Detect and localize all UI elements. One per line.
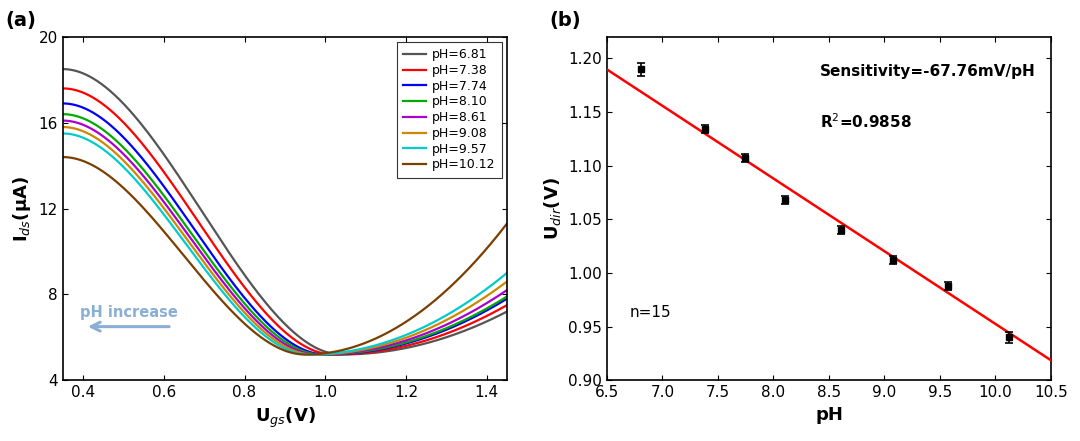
Y-axis label: U$_{dir}$(V): U$_{dir}$(V) [542, 177, 563, 240]
pH=6.81 [201, 217, 214, 223]
pH=8.10 [314, 352, 327, 357]
Line: pH=7.38: pH=7.38 [63, 88, 507, 355]
X-axis label: pH: pH [815, 406, 842, 424]
pH=9.08 [378, 342, 391, 347]
pH=8.10 [500, 294, 513, 299]
pH=9.08 [110, 151, 123, 157]
pH=7.38 [110, 113, 123, 118]
pH=8.61 [232, 299, 245, 304]
pH=7.38 [378, 348, 391, 353]
pH=9.57 [232, 308, 245, 313]
pH=7.74 [337, 351, 350, 357]
pH=10.12 [56, 154, 69, 160]
Text: (b): (b) [550, 11, 581, 30]
pH=10.12 [299, 352, 312, 357]
pH=10.12 [232, 315, 245, 321]
pH=6.81 [500, 309, 513, 314]
pH=6.81 [110, 94, 123, 99]
Line: pH=9.57: pH=9.57 [63, 134, 507, 355]
Line: pH=10.12: pH=10.12 [63, 157, 507, 355]
pH=9.08 [232, 303, 245, 309]
pH=7.38 [337, 352, 350, 357]
pH=9.08 [307, 352, 320, 357]
pH=8.10 [337, 351, 350, 356]
Text: (a): (a) [5, 11, 36, 30]
Legend: pH=6.81, pH=7.38, pH=7.74, pH=8.10, pH=8.61, pH=9.08, pH=9.57, pH=10.12: pH=6.81, pH=7.38, pH=7.74, pH=8.10, pH=8… [397, 42, 502, 178]
Text: pH increase: pH increase [80, 305, 177, 320]
pH=9.57 [380, 339, 393, 344]
pH=9.08 [56, 124, 69, 130]
pH=7.74 [232, 288, 245, 293]
pH=8.10 [201, 253, 214, 258]
pH=9.57 [110, 157, 123, 163]
Line: pH=6.81: pH=6.81 [63, 69, 507, 355]
Text: Sensitivity=-67.76mV/pH: Sensitivity=-67.76mV/pH [820, 64, 1036, 79]
pH=6.81 [56, 67, 69, 72]
pH=6.81 [232, 264, 245, 269]
pH=10.12 [201, 282, 214, 287]
pH=7.38 [327, 352, 340, 357]
pH=7.38 [500, 303, 513, 308]
pH=9.08 [201, 265, 214, 270]
pH=8.10 [232, 294, 245, 299]
pH=9.08 [380, 341, 393, 347]
Text: R$^{2}$=0.9858: R$^{2}$=0.9858 [820, 112, 912, 131]
pH=6.81 [378, 349, 391, 354]
pH=9.57 [337, 349, 350, 355]
Line: pH=8.10: pH=8.10 [63, 114, 507, 355]
pH=8.61 [378, 344, 391, 349]
pH=10.12 [500, 221, 513, 226]
pH=7.38 [380, 347, 393, 352]
pH=9.57 [56, 131, 69, 136]
pH=8.61 [201, 259, 214, 264]
pH=8.61 [337, 351, 350, 356]
Text: n=15: n=15 [630, 305, 671, 320]
pH=7.38 [56, 86, 69, 91]
Line: pH=9.08: pH=9.08 [63, 127, 507, 355]
pH=6.81 [337, 352, 350, 357]
pH=8.61 [500, 288, 513, 293]
X-axis label: U$_{gs}$(V): U$_{gs}$(V) [255, 406, 315, 430]
pH=8.61 [56, 118, 69, 123]
pH=8.10 [378, 345, 391, 351]
pH=7.38 [232, 277, 245, 282]
pH=7.38 [201, 233, 214, 238]
pH=7.74 [56, 101, 69, 106]
pH=10.12 [110, 179, 123, 184]
pH=9.57 [302, 352, 315, 357]
pH=6.81 [336, 352, 349, 357]
Line: pH=8.61: pH=8.61 [63, 120, 507, 355]
pH=7.74 [500, 296, 513, 301]
pH=9.57 [500, 270, 513, 276]
pH=8.10 [56, 112, 69, 117]
Y-axis label: I$_{ds}$(μA): I$_{ds}$(μA) [11, 176, 33, 242]
pH=8.10 [380, 345, 393, 350]
pH=6.81 [380, 349, 393, 354]
pH=7.74 [378, 346, 391, 351]
pH=7.74 [380, 345, 393, 351]
pH=9.08 [337, 350, 350, 355]
pH=10.12 [378, 332, 391, 337]
pH=9.57 [201, 270, 214, 275]
pH=7.74 [319, 352, 332, 357]
pH=8.10 [110, 138, 123, 143]
pH=9.57 [378, 340, 391, 345]
pH=8.61 [380, 343, 393, 348]
pH=10.12 [337, 347, 350, 352]
pH=10.12 [380, 330, 393, 336]
pH=7.74 [201, 246, 214, 251]
pH=7.74 [110, 128, 123, 133]
pH=8.61 [110, 145, 123, 150]
Line: pH=7.74: pH=7.74 [63, 104, 507, 355]
pH=9.08 [500, 279, 513, 284]
pH=8.61 [311, 352, 324, 357]
